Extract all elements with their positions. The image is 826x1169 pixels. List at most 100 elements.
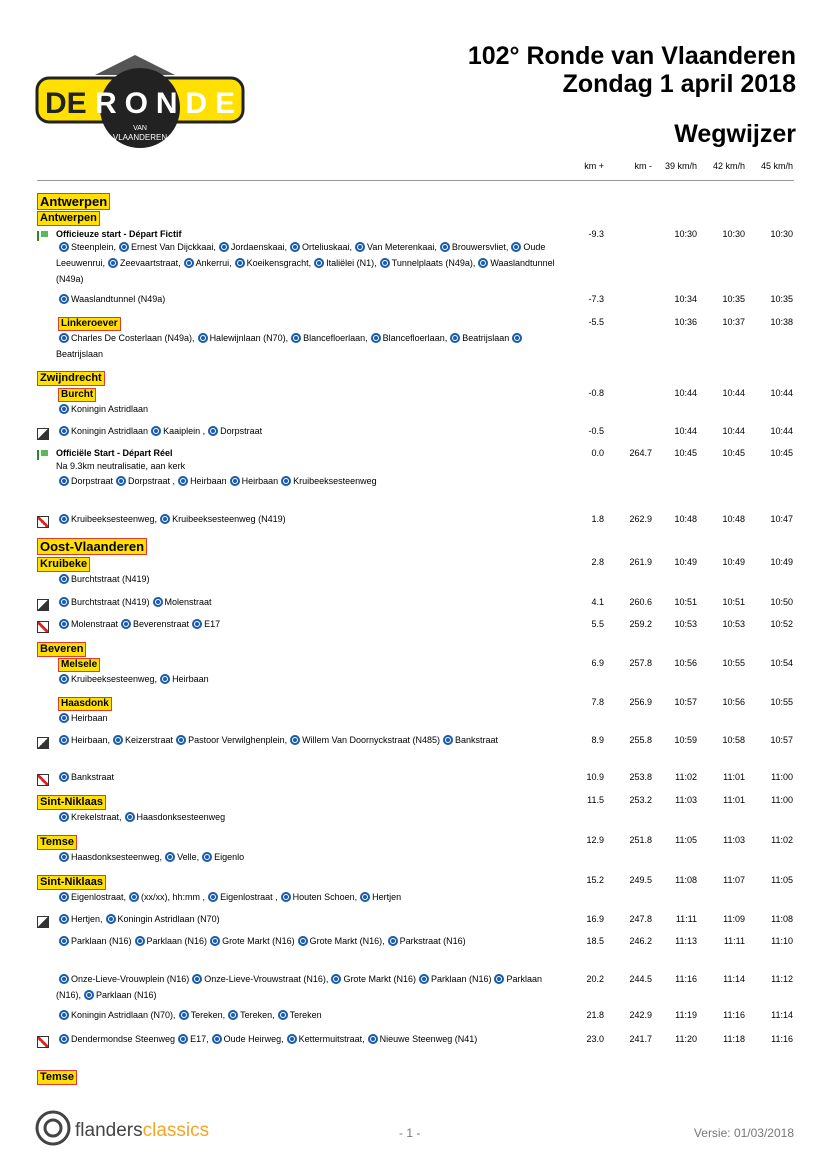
number: 11:09 xyxy=(723,914,745,924)
number: -7.3 xyxy=(588,294,604,304)
number: 10:59 xyxy=(674,735,697,745)
route: Parklaan (N16) Parklaan (N16) Grote Markt … xyxy=(56,933,556,949)
road-icon xyxy=(129,892,140,902)
number: 11:16 xyxy=(771,1034,793,1044)
number: 11:03 xyxy=(723,835,745,845)
number: 11:18 xyxy=(723,1034,745,1044)
road-icon xyxy=(121,619,132,629)
route: Burchtstraat (N419) Molenstraat xyxy=(56,594,556,610)
date: Zondag 1 april 2018 xyxy=(562,70,796,98)
road-icon xyxy=(59,936,69,946)
street: Burchtstraat (N419) xyxy=(71,597,150,607)
street: Blancefloerlaan, xyxy=(303,333,368,343)
route: Koningin Astridlaan (N70), Tereken, Tereke… xyxy=(56,1007,556,1023)
number: 10:48 xyxy=(722,514,745,524)
street: Grote Markt (N16) xyxy=(343,974,416,984)
road-icon xyxy=(59,242,69,252)
page-number: - 1 - xyxy=(399,1126,421,1140)
note: Na 9.3km neutralisatie, aan kerk xyxy=(56,461,186,471)
number: -0.8 xyxy=(588,388,604,398)
number: 10:44 xyxy=(674,388,697,398)
region-heading: Oost-Vlaanderen xyxy=(37,538,148,555)
road-icon xyxy=(234,258,245,268)
number: 11:03 xyxy=(675,795,697,805)
route: Koningin Astridlaan xyxy=(56,401,556,417)
road-icon xyxy=(291,333,302,343)
logo-de: DE xyxy=(45,87,87,120)
number: 11:14 xyxy=(771,1010,793,1020)
route: Eigenlostraat, (xx/xx), hh:mm , Eigenlostr… xyxy=(56,889,556,905)
road-icon xyxy=(178,1034,189,1044)
road-icon xyxy=(59,674,69,684)
number: 10:49 xyxy=(722,557,745,567)
footer-brand1: flanders xyxy=(75,1120,143,1141)
number: 10:30 xyxy=(770,229,793,239)
version: Versie: 01/03/2018 xyxy=(693,1126,794,1140)
street: Heirbaan, xyxy=(71,735,111,745)
street: Willem Van Doornyckstraat (N485) xyxy=(302,735,440,745)
number: 10:53 xyxy=(722,619,745,629)
road-icon xyxy=(277,1010,288,1020)
number: 10:51 xyxy=(674,597,697,607)
street: Parklaan (N16) xyxy=(71,936,132,946)
number: 1.8 xyxy=(591,514,604,524)
street: Onze-Lieve-Vrouwplein (N16) xyxy=(71,974,190,984)
street: Italiëlei (N1), xyxy=(326,258,377,268)
road-icon xyxy=(59,476,69,486)
road-icon xyxy=(59,974,69,984)
street: Heirbaan xyxy=(71,713,108,723)
number: 10:44 xyxy=(770,426,793,436)
number: 10:34 xyxy=(674,294,697,304)
number: 10:45 xyxy=(674,448,697,458)
number: 11:01 xyxy=(723,772,745,782)
street: Orteliuskaai, xyxy=(301,242,352,252)
town-heading: Beveren xyxy=(37,642,87,657)
road-icon xyxy=(478,258,489,268)
number: 11:20 xyxy=(675,1034,697,1044)
number: -9.3 xyxy=(588,229,604,239)
footer-logo-ring xyxy=(43,1118,63,1138)
street: Dorpstraat xyxy=(220,426,263,436)
number: 11:08 xyxy=(771,914,793,924)
route: Heirbaan, Keizerstraat Pastoor Verwilghenp… xyxy=(56,732,556,748)
number: 10:49 xyxy=(674,557,697,567)
street: Koningin Astridlaan (N70), xyxy=(71,1010,176,1020)
street: Blancefloerlaan, xyxy=(382,333,448,343)
route: Kruibeeksesteenweg, Kruibeeksesteenweg (N… xyxy=(56,511,556,527)
street: Kaaiplein , xyxy=(163,426,206,436)
street: Haasdonksesteenweg, xyxy=(71,852,163,862)
number: 11:00 xyxy=(771,795,793,805)
street: Koningin Astridlaan xyxy=(71,404,149,414)
road-icon xyxy=(228,1010,239,1020)
number: 18.5 xyxy=(586,936,604,946)
route: Dendermondse Steenweg E17, Oude Heirweg, Ke… xyxy=(56,1031,556,1047)
number: 11:00 xyxy=(771,772,793,782)
street: Heirbaan xyxy=(172,674,209,684)
number: 260.6 xyxy=(629,597,652,607)
logo-vlaanderen: VLAANDEREN xyxy=(113,133,167,142)
road-icon xyxy=(59,713,69,723)
number: 262.9 xyxy=(629,514,652,524)
street: Oude Leeuwenrui, xyxy=(56,242,546,268)
number: 247.8 xyxy=(629,914,652,924)
logo-roof xyxy=(95,55,175,75)
street: Parklaan (N16) xyxy=(96,990,157,1000)
road-icon xyxy=(208,892,219,902)
number: 12.9 xyxy=(586,835,604,845)
road-icon xyxy=(176,735,187,745)
number: 21.8 xyxy=(586,1010,604,1020)
number: 11:10 xyxy=(771,936,793,946)
route: Heirbaan xyxy=(56,710,556,726)
number: 2.8 xyxy=(591,557,604,567)
route: Krekelstraat, Haasdonksesteenweg xyxy=(56,809,556,825)
cobble-icon xyxy=(37,1036,49,1048)
route: Bankstraat xyxy=(56,769,556,785)
street: Kruibeeksesteenweg, xyxy=(71,674,158,684)
street: Krekelstraat, xyxy=(71,812,122,822)
road-icon xyxy=(59,914,69,924)
street: Koningin Astridlaan xyxy=(71,426,149,436)
road-icon xyxy=(379,258,390,268)
number: 23.0 xyxy=(586,1034,604,1044)
number: 11:16 xyxy=(675,974,697,984)
